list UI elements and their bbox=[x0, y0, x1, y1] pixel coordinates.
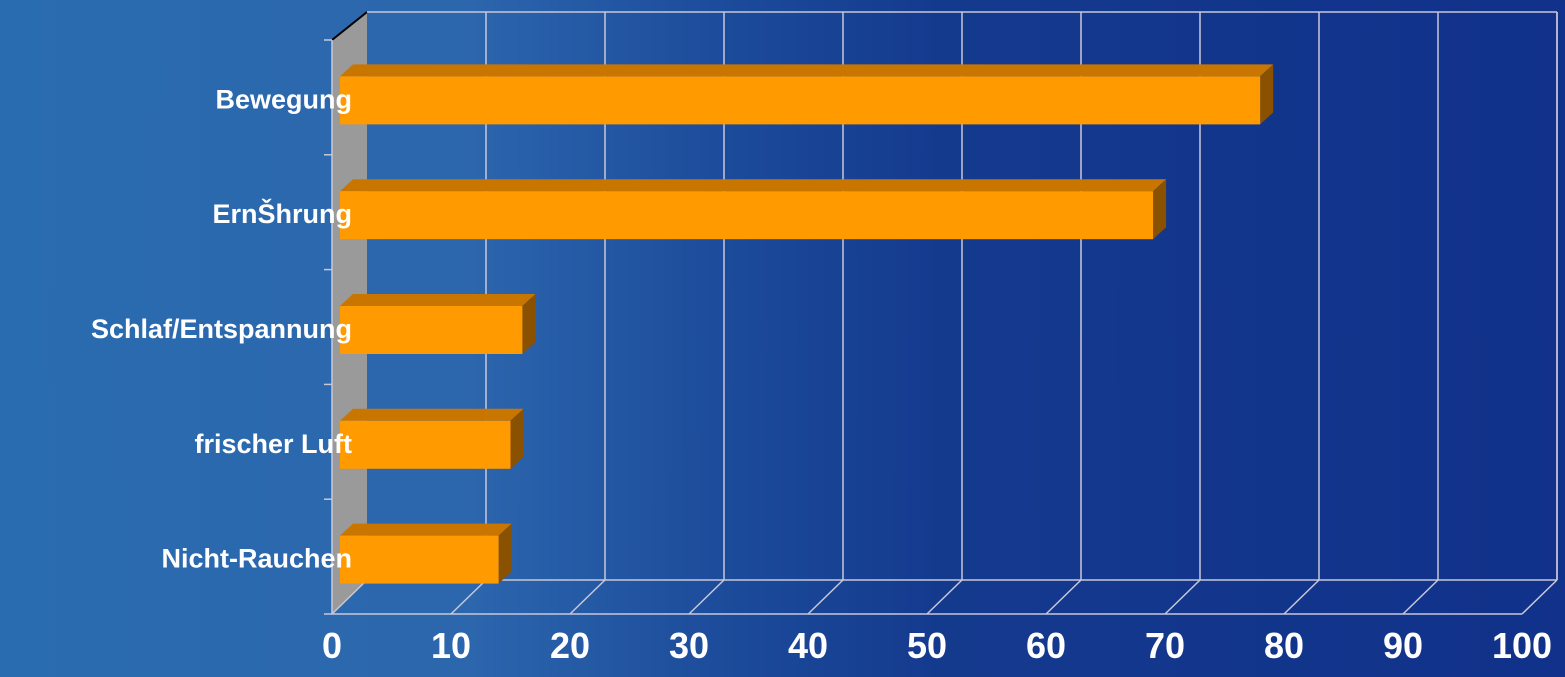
floor-gridline bbox=[569, 579, 606, 615]
x-tick-label: 50 bbox=[907, 625, 947, 666]
bar-top bbox=[340, 408, 524, 421]
bar-side bbox=[522, 294, 536, 354]
floor-gridline bbox=[926, 579, 963, 615]
bar-top bbox=[340, 294, 536, 306]
x-tick-label: 30 bbox=[669, 625, 709, 666]
category-label: Schlaf/Entspannung bbox=[91, 314, 352, 344]
bar bbox=[340, 535, 499, 584]
x-tick-label: 100 bbox=[1492, 625, 1552, 666]
x-tick-label: 60 bbox=[1026, 625, 1066, 666]
x-tick-label: 40 bbox=[788, 625, 828, 666]
bar-side bbox=[510, 408, 524, 469]
bar bbox=[340, 191, 1154, 240]
bar bbox=[340, 76, 1261, 125]
floor-gridline bbox=[1521, 579, 1558, 615]
category-label: Bewegung bbox=[215, 84, 352, 114]
x-tick-label: 20 bbox=[550, 625, 590, 666]
bar bbox=[340, 420, 511, 469]
floor-gridline bbox=[1045, 579, 1082, 615]
floor-gridline bbox=[1283, 579, 1320, 615]
bar-top bbox=[340, 64, 1274, 77]
bar bbox=[340, 306, 523, 354]
floor-gridline bbox=[688, 579, 725, 615]
wall-top-edge bbox=[331, 11, 368, 41]
floor-gridline bbox=[1164, 579, 1201, 615]
x-tick-label: 70 bbox=[1145, 625, 1185, 666]
floor-gridline bbox=[331, 579, 368, 615]
x-tick-label: 10 bbox=[431, 625, 471, 666]
floor-gridline bbox=[450, 579, 487, 615]
floor-gridline bbox=[807, 579, 844, 615]
floor-gridline bbox=[1402, 579, 1439, 615]
bar-top bbox=[340, 523, 512, 536]
bar-side bbox=[1260, 64, 1274, 125]
bar-side bbox=[1153, 179, 1167, 240]
x-tick-label: 0 bbox=[322, 625, 342, 666]
x-tick-label: 80 bbox=[1264, 625, 1304, 666]
category-label: Nicht-Rauchen bbox=[161, 544, 352, 574]
category-label: ErnŠhrung bbox=[213, 198, 353, 229]
bar-side bbox=[498, 523, 512, 584]
bar-top bbox=[340, 179, 1167, 192]
x-tick-label: 90 bbox=[1383, 625, 1423, 666]
category-label: frischer Luft bbox=[194, 429, 352, 459]
